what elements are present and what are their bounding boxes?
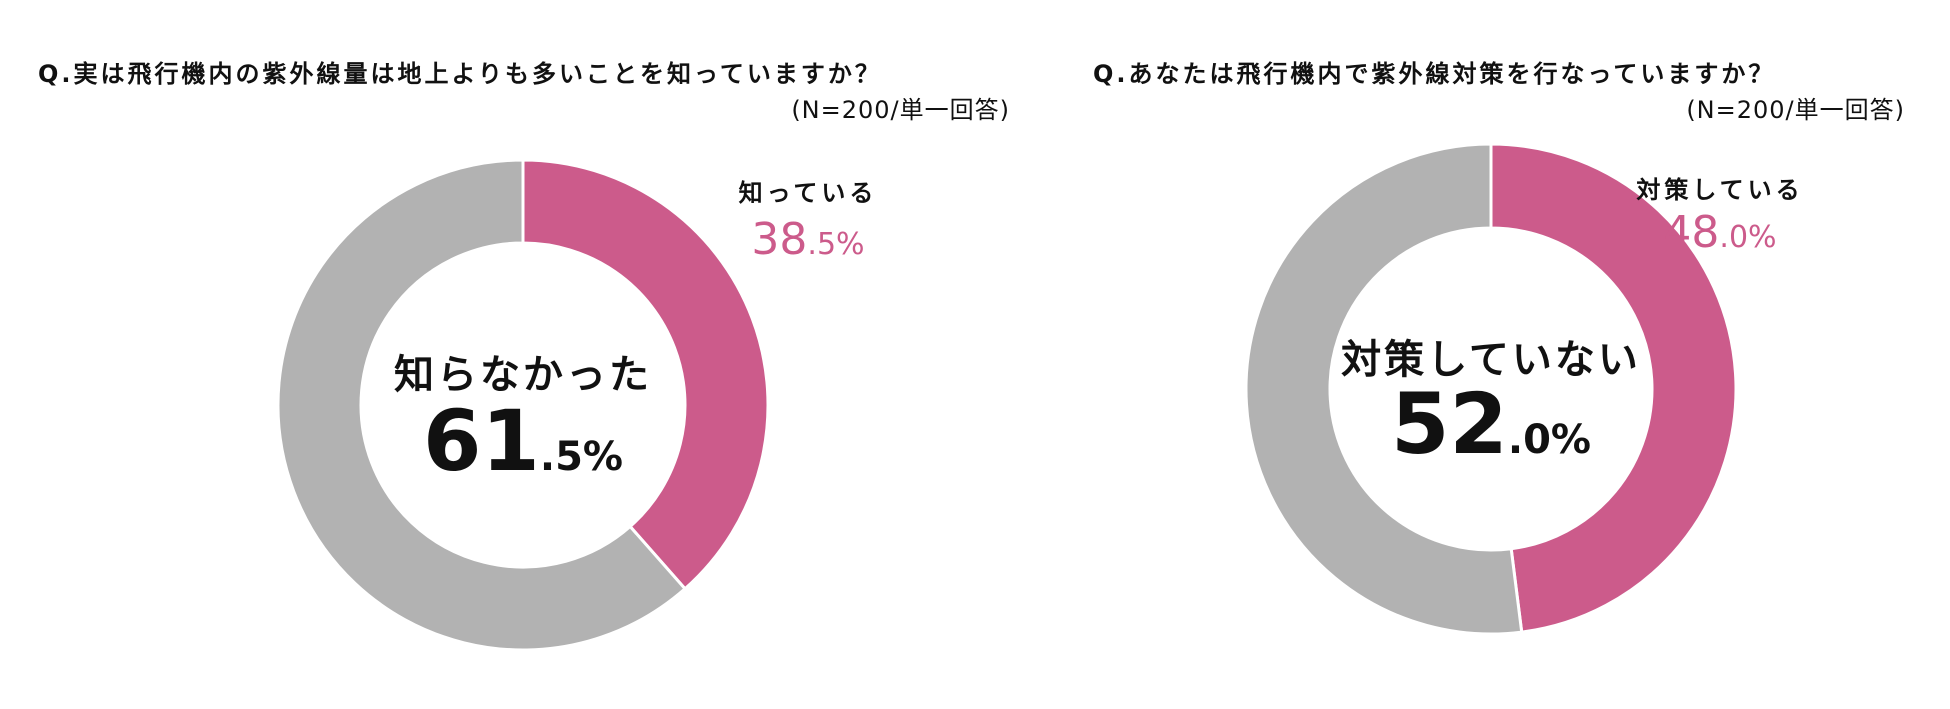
outer-label-right: 対策している [1636, 176, 1803, 204]
chart-title-right: Q.あなたは飛行機内で紫外線対策を行なっていますか？ [1093, 60, 1776, 88]
outer-value-right: 48.0% [1663, 207, 1776, 258]
center-value-dec-right: .0% [1508, 417, 1591, 463]
chart-subtitle-left: (N=200/単一回答) [791, 96, 1010, 124]
center-value-right: 52.0% [1391, 375, 1591, 473]
donut-slices-left [276, 158, 770, 652]
outer-value-int-right: 48 [1663, 207, 1719, 258]
donut-chart-left: 知らなかった 61.5% 知っている 38.5% [276, 158, 878, 652]
donut-slices-right [1244, 142, 1738, 636]
slice-know-left [521, 158, 770, 591]
center-value-dec-left: .5% [540, 434, 623, 480]
chart-subtitle-right: (N=200/単一回答) [1686, 96, 1905, 124]
outer-value-dec-left: .5% [807, 227, 864, 262]
chart-panel-right: Q.あなたは飛行機内で紫外線対策を行なっていますか？ (N=200/単一回答) … [1030, 0, 1950, 709]
donut-chart-right: 対策していない 52.0% 対策している 48.0% [1244, 142, 1803, 636]
outer-value-dec-right: .0% [1719, 220, 1776, 255]
slice-protected-right [1489, 142, 1738, 634]
center-label-left: 知らなかった [394, 352, 652, 398]
center-value-int-right: 52 [1391, 375, 1508, 473]
slice-did-not-know-left [276, 158, 688, 652]
chart-panel-left: Q.実は飛行機内の紫外線量は地上よりも多いことを知っていますか？ (N=200/… [38, 60, 1010, 652]
center-value-left: 61.5% [423, 392, 623, 490]
outer-label-left: 知っている [739, 179, 878, 207]
chart-title-left: Q.実は飛行機内の紫外線量は地上よりも多いことを知っていますか？ [38, 60, 882, 88]
outer-value-left: 38.5% [751, 214, 864, 265]
center-value-int-left: 61 [423, 392, 540, 490]
slice-not-protected-right [1244, 142, 1524, 636]
center-label-right: 対策していない [1341, 337, 1641, 383]
outer-value-int-left: 38 [751, 214, 807, 265]
